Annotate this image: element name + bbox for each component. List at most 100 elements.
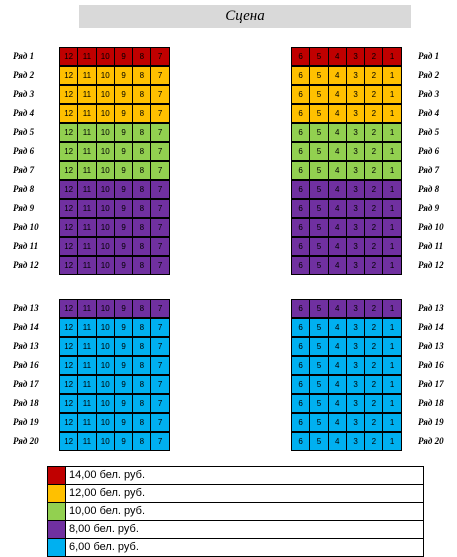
seat[interactable]: 11 [77,123,97,142]
seat[interactable]: 2 [364,237,384,256]
seat[interactable]: 1 [382,85,402,104]
seat[interactable]: 1 [382,47,402,66]
seat[interactable]: 7 [150,218,170,237]
seat[interactable]: 9 [113,47,134,66]
seat[interactable]: 8 [132,47,152,66]
seat[interactable]: 6 [291,123,311,142]
seat[interactable]: 5 [309,375,329,394]
seat[interactable]: 3 [345,123,366,142]
seat[interactable]: 3 [345,66,366,85]
seat[interactable]: 9 [113,199,134,218]
seat[interactable]: 2 [364,104,384,123]
seat[interactable]: 7 [150,142,170,161]
seat[interactable]: 12 [59,394,79,413]
seat[interactable]: 8 [132,199,152,218]
seat[interactable]: 7 [150,256,170,275]
seat[interactable]: 8 [132,142,152,161]
seat[interactable]: 11 [77,256,97,275]
seat[interactable]: 6 [291,356,311,375]
seat[interactable]: 12 [59,47,79,66]
seat[interactable]: 11 [77,337,97,356]
seat[interactable]: 5 [309,66,329,85]
seat[interactable]: 12 [59,256,79,275]
seat[interactable]: 9 [113,142,134,161]
seat[interactable]: 8 [132,85,152,104]
seat[interactable]: 2 [364,432,384,451]
seat[interactable]: 8 [132,161,152,180]
seat[interactable]: 5 [309,85,329,104]
seat[interactable]: 1 [382,413,402,432]
seat[interactable]: 1 [382,123,402,142]
seat[interactable]: 10 [95,394,115,413]
seat[interactable]: 11 [77,161,97,180]
seat[interactable]: 6 [291,142,311,161]
seat[interactable]: 8 [132,337,152,356]
seat[interactable]: 7 [150,432,170,451]
seat[interactable]: 11 [77,218,97,237]
seat[interactable]: 9 [113,299,134,318]
seat[interactable]: 4 [327,123,347,142]
seat[interactable]: 7 [150,375,170,394]
seat[interactable]: 12 [59,318,79,337]
seat[interactable]: 7 [150,85,170,104]
seat[interactable]: 2 [364,85,384,104]
seat[interactable]: 10 [95,318,115,337]
seat[interactable]: 8 [132,66,152,85]
seat[interactable]: 10 [95,180,115,199]
seat[interactable]: 10 [95,66,115,85]
seat[interactable]: 1 [382,142,402,161]
seat[interactable]: 8 [132,356,152,375]
seat[interactable]: 12 [59,337,79,356]
seat[interactable]: 3 [345,356,366,375]
seat[interactable]: 10 [95,104,115,123]
seat[interactable]: 5 [309,299,329,318]
seat[interactable]: 9 [113,337,134,356]
seat[interactable]: 3 [345,199,366,218]
seat[interactable]: 11 [77,375,97,394]
seat[interactable]: 3 [345,142,366,161]
seat[interactable]: 9 [113,318,134,337]
seat[interactable]: 12 [59,142,79,161]
seat[interactable]: 11 [77,318,97,337]
seat[interactable]: 6 [291,85,311,104]
seat[interactable]: 5 [309,432,329,451]
seat[interactable]: 11 [77,199,97,218]
seat[interactable]: 5 [309,180,329,199]
seat[interactable]: 6 [291,413,311,432]
seat[interactable]: 4 [327,66,347,85]
seat[interactable]: 3 [345,85,366,104]
seat[interactable]: 1 [382,199,402,218]
seat[interactable]: 11 [77,66,97,85]
seat[interactable]: 10 [95,161,115,180]
seat[interactable]: 5 [309,413,329,432]
seat[interactable]: 1 [382,356,402,375]
seat[interactable]: 1 [382,161,402,180]
seat[interactable]: 11 [77,299,97,318]
seat[interactable]: 5 [309,337,329,356]
seat[interactable]: 10 [95,123,115,142]
seat[interactable]: 6 [291,218,311,237]
seat[interactable]: 5 [309,394,329,413]
seat[interactable]: 12 [59,356,79,375]
seat[interactable]: 5 [309,47,329,66]
seat[interactable]: 5 [309,142,329,161]
seat[interactable]: 10 [95,356,115,375]
seat[interactable]: 8 [132,123,152,142]
seat[interactable]: 7 [150,394,170,413]
seat[interactable]: 6 [291,256,311,275]
seat[interactable]: 12 [59,123,79,142]
seat[interactable]: 4 [327,299,347,318]
seat[interactable]: 5 [309,123,329,142]
seat[interactable]: 2 [364,123,384,142]
seat[interactable]: 12 [59,66,79,85]
seat[interactable]: 4 [327,104,347,123]
seat[interactable]: 10 [95,413,115,432]
seat[interactable]: 3 [345,104,366,123]
seat[interactable]: 9 [113,85,134,104]
seat[interactable]: 6 [291,104,311,123]
seat[interactable]: 4 [327,375,347,394]
seat[interactable]: 9 [113,180,134,199]
seat[interactable]: 8 [132,218,152,237]
seat[interactable]: 10 [95,337,115,356]
seat[interactable]: 7 [150,123,170,142]
